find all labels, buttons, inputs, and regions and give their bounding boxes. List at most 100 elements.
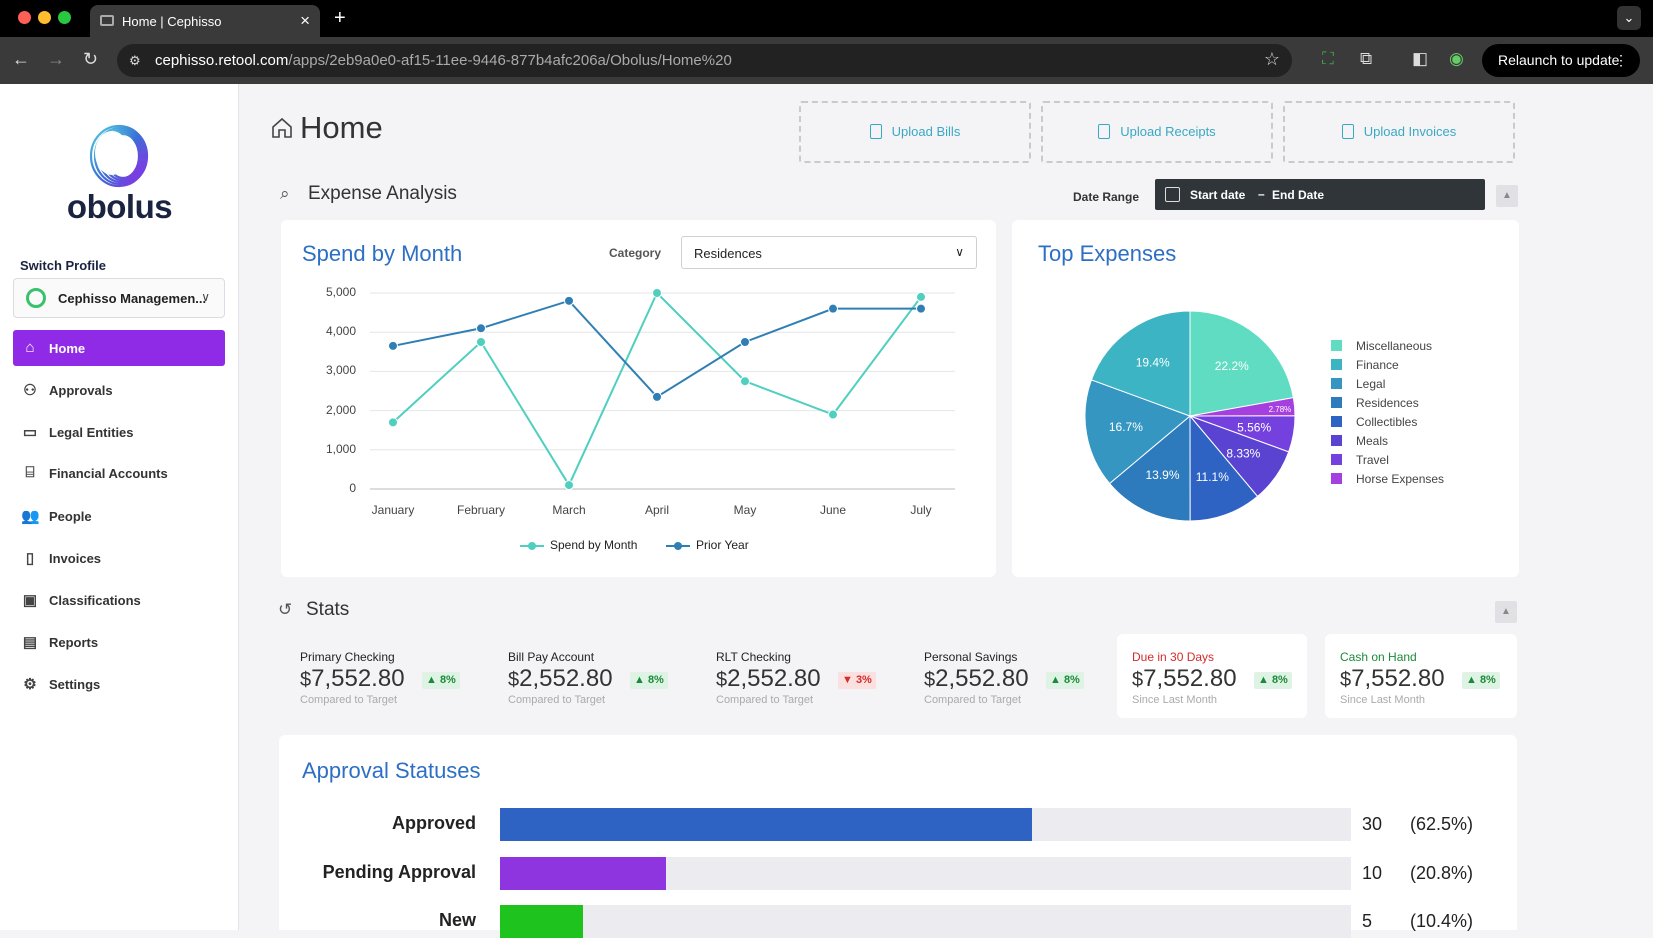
data-point[interactable] [388,340,398,351]
data-point[interactable] [564,480,574,491]
approval-bar-track[interactable] [500,808,1351,841]
x-tick-label: July [910,503,932,517]
sidebar-item-financial-accounts[interactable]: ⌸ Financial Accounts [13,455,225,491]
top-expenses-title: Top Expenses [1038,241,1177,266]
pie-slice[interactable] [1084,379,1191,485]
approval-bar-fill [500,857,666,890]
stat-value: $2,552.80 [716,665,821,692]
date-range-picker[interactable]: Start date – End Date [1155,179,1485,210]
stat-label: Bill Pay Account [508,650,595,664]
y-tick-label: 2,000 [325,402,356,417]
data-point[interactable] [740,337,750,347]
close-window-button[interactable] [18,11,31,24]
gear-icon: ⚙ [23,676,37,693]
stats-heading: ↺ Stats [278,599,350,620]
maximize-window-button[interactable] [58,11,71,24]
pie-legend-item[interactable]: Travel [1331,453,1389,467]
extensions-puzzle-icon[interactable]: ⧉ [1360,49,1373,68]
profile-select[interactable]: Cephisso Managemen... ∨ [13,278,225,318]
stat-value: $7,552.80 [300,665,405,692]
sidebar-item-legal-entities[interactable]: ▭ Legal Entities [22,424,134,441]
stat-value: $2,552.80 [924,665,1029,692]
change-badge: ▲ 8% [1462,672,1500,689]
browser-tab[interactable]: Home | Cephisso × [90,5,320,37]
x-tick-label: May [733,503,757,517]
sidebar-item-reports[interactable]: ▤ Reports [22,634,99,651]
legend-swatch [1331,359,1342,370]
pie-legend-item[interactable]: Miscellaneous [1331,339,1432,353]
sidebar-item-approvals[interactable]: ⚇ Approvals [13,372,225,408]
data-point[interactable] [564,295,574,306]
category-select[interactable]: Residences ∨ [681,236,977,269]
sidebar-item-invoices[interactable]: ▯ Invoices [13,540,225,576]
pie-slice-label: 13.9% [1145,468,1179,482]
screenshot-extension-icon[interactable]: ⛶ [1322,49,1334,68]
data-point[interactable] [476,337,486,347]
stat-value: $7,552.80 [1132,665,1237,692]
bookmark-star-icon[interactable]: ☆ [1263,49,1280,69]
close-tab-icon[interactable]: × [300,11,310,30]
side-panel-icon[interactable]: ◧ [1412,49,1429,68]
legend-spend-by-month[interactable]: Spend by Month [520,538,637,552]
sidebar-item-settings[interactable]: ⚙ Settings [13,666,225,702]
minimize-window-button[interactable] [38,11,51,24]
pie-slice[interactable] [1090,310,1191,417]
y-tick-label: 3,000 [325,363,356,378]
upload-bills-button[interactable]: Upload Bills [799,101,1031,163]
data-point[interactable] [828,303,838,314]
approval-bar-track[interactable] [500,857,1351,890]
url-text: cephisso.retool.com/apps/2eb9a0e0-af15-1… [155,52,732,69]
data-point[interactable] [652,288,662,298]
pie-legend-item[interactable]: Horse Expenses [1331,472,1444,486]
x-tick-label: March [552,503,586,517]
upload-receipts-button[interactable]: Upload Receipts [1041,101,1273,163]
forward-arrow-icon[interactable]: → [47,49,65,69]
data-point[interactable] [740,376,750,387]
upload-file-icon [869,124,882,139]
site-settings-icon[interactable]: ⚙ [129,53,141,68]
approval-bar-fill [500,905,583,938]
pie-legend-item[interactable]: Legal [1331,377,1385,391]
pie-slice[interactable] [1189,310,1294,417]
reload-icon[interactable]: ↻ [83,49,99,69]
new-tab-icon[interactable]: + [334,7,346,29]
stat-subtext: Compared to Target [924,694,1022,706]
back-arrow-icon[interactable]: ← [12,49,30,69]
tab-search-chevron-icon[interactable]: ⌄ [1617,6,1641,30]
legend-swatch [1331,378,1342,389]
data-point[interactable] [916,303,926,314]
pie-slice[interactable] [1108,414,1191,522]
end-date-input[interactable]: End Date [1272,188,1325,202]
upload-invoices-button[interactable]: Upload Invoices [1283,101,1515,163]
y-tick-label: 5,000 [325,285,356,299]
data-point[interactable] [652,391,662,402]
legend-prior-year[interactable]: Prior Year [666,538,749,552]
change-badge: ▼ 3% [838,672,876,689]
data-point[interactable] [828,409,838,420]
relaunch-button[interactable]: Relaunch to update ⋮ [1482,44,1640,77]
profile-avatar-icon[interactable]: ◉ [1449,49,1464,68]
data-point[interactable] [476,323,486,334]
pie-legend-item[interactable]: Residences [1331,396,1419,410]
data-point[interactable] [388,417,398,428]
collapse-stats-button[interactable]: ▲ [1495,601,1517,623]
stat-label: Primary Checking [300,650,395,664]
sidebar-item-home[interactable]: ⌂ Home [13,330,225,366]
pie-legend-item[interactable]: Collectibles [1331,415,1417,429]
legend-marker-icon [520,541,544,550]
pie-legend-item[interactable]: Meals [1331,434,1388,448]
collapse-expense-analysis-button[interactable]: ▲ [1496,185,1518,207]
data-point[interactable] [916,291,926,302]
page-title: Home [270,110,383,146]
pie-legend-item[interactable]: Finance [1331,358,1399,372]
start-date-input[interactable]: Start date [1190,188,1246,202]
home-icon: ⌂ [25,339,35,356]
sidebar-item-people[interactable]: 👥 People [21,508,92,525]
chevron-down-icon: ∨ [955,245,964,259]
stat-subtext: Compared to Target [716,694,814,706]
pie-slice[interactable] [1189,414,1259,522]
url-bar[interactable]: ⚙ cephisso.retool.com/apps/2eb9a0e0-af15… [117,44,1292,77]
approval-bar-track[interactable] [500,905,1351,938]
sidebar-item-classifications[interactable]: ▣ Classifications [22,592,141,609]
legend-label: Meals [1356,434,1389,448]
